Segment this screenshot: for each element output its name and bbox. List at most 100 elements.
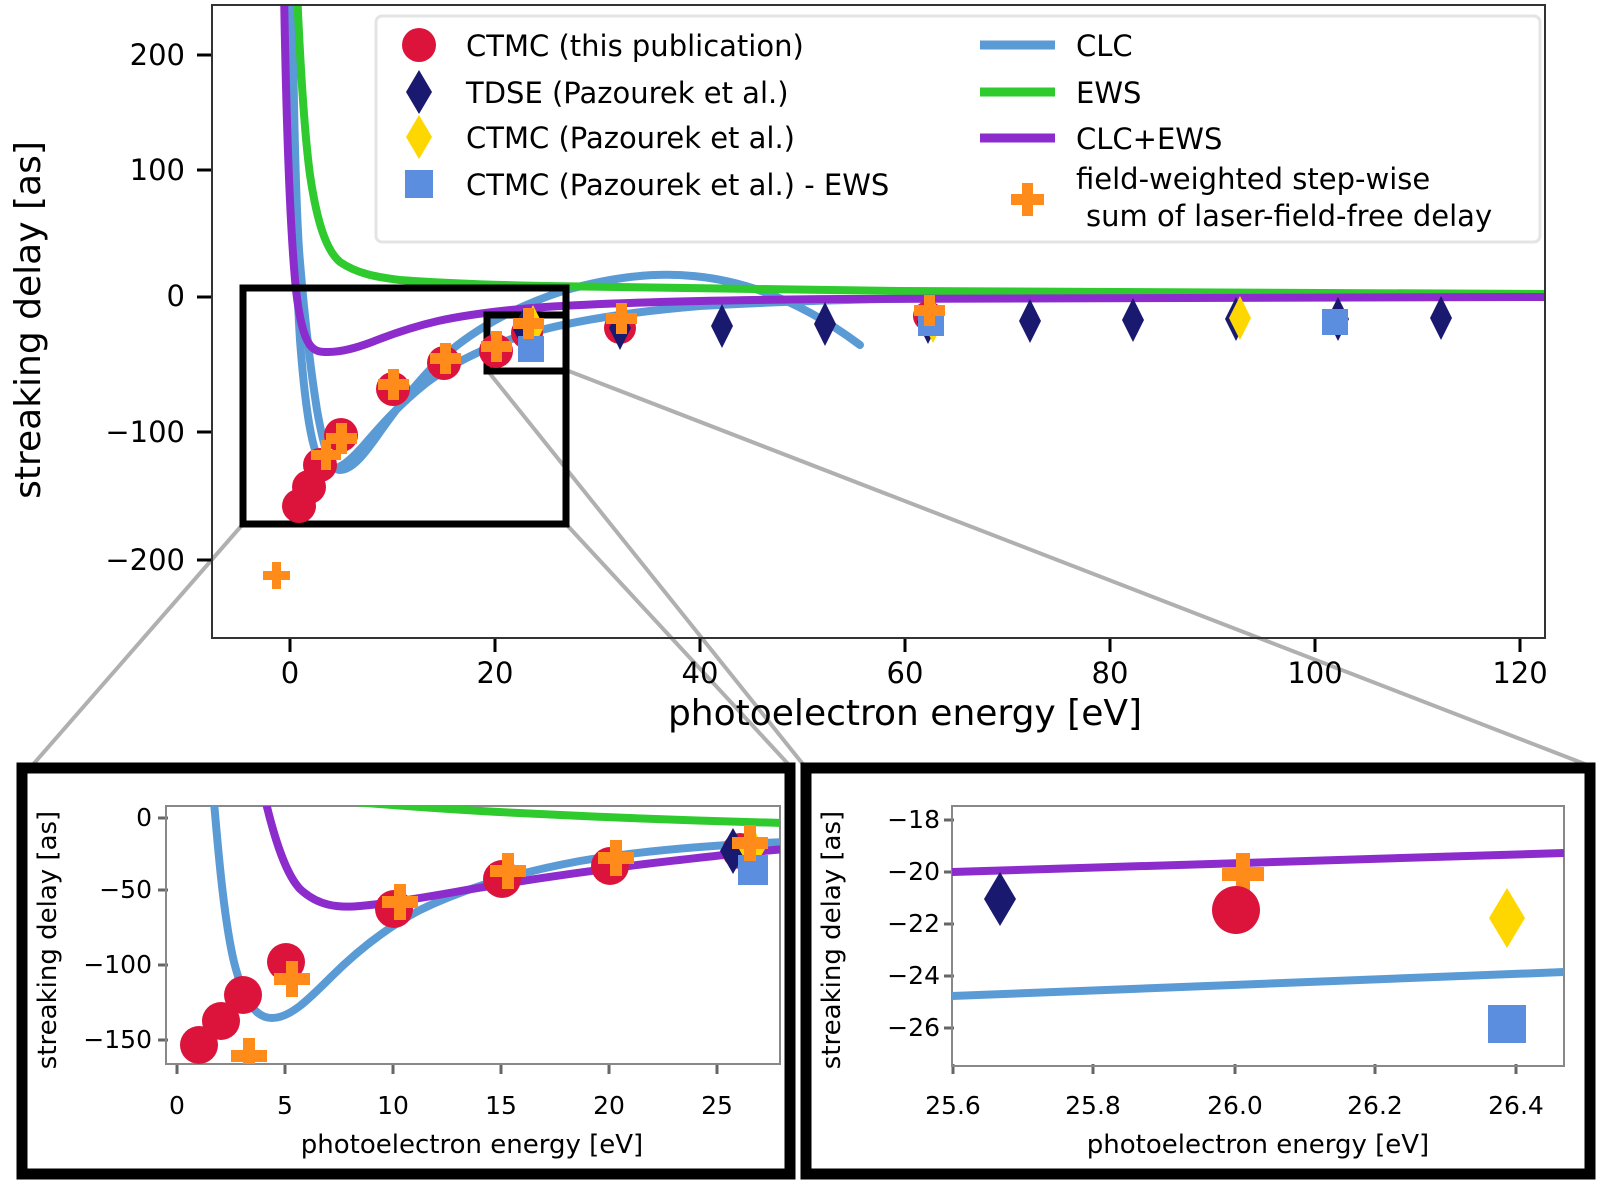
inset-right-xtick-0: 25.6 [925,1091,981,1120]
main-xtick-3: 60 [887,656,924,690]
inset-right-ytick-4: −26 [887,1013,940,1042]
inset-right-marker-ctmc-ews-square [1488,1005,1526,1043]
inset-right-ytick-3: −24 [887,961,940,990]
marker-plus [311,440,341,470]
legend-label-ctmc-this: CTMC (this publication) [466,29,804,63]
inset-left-marker-ctmc-red [202,1002,240,1040]
legend-marker-plus-icon [1011,183,1044,216]
inset-left-curve-clcews [262,806,780,911]
inset-left-xlabel: photoelectron energy [eV] [301,1130,643,1160]
inset-left-xtick-5: 25 [701,1091,733,1120]
marker-tdse-navy [1019,299,1041,343]
marker-plus [430,343,461,374]
inset-left-ylabel: streaking delay [as] [33,811,63,1069]
marker-plus [263,562,290,589]
inset-left-ytick-1: −50 [99,875,152,904]
main-tickmarks [197,53,1522,652]
legend-box [374,14,1542,244]
marker-plus-group [263,295,945,589]
inset-left-content [180,806,780,1064]
inset-left-marker-ctmc-red [224,976,262,1014]
marker-plus [326,423,357,454]
inset-left-xtick-4: 20 [593,1091,625,1120]
inset-left-panel: streaking delay [as] photoelectron energ… [16,762,796,1180]
legend: CTMC (this publication) TDSE (Pazourek e… [374,14,1542,244]
main-xtick-6: 120 [1492,656,1547,690]
inset-right-ytick-0: −18 [887,805,940,834]
main-xtick-1: 20 [477,656,514,690]
inset-left-ytick-0: 0 [136,803,152,832]
main-ytick-4: −200 [105,543,185,577]
inset-left-marker-plus [598,840,634,876]
connector-left-1 [28,522,245,770]
marker-tdse-navy [814,302,836,346]
inset-left-marker-plus [732,825,768,861]
main-ytick-3: −100 [105,415,185,449]
inset-left-marker-ctmc-red [180,1026,218,1064]
main-ylabel: streaking delay [as] [8,141,49,499]
inset-right-xlabel: photoelectron energy [eV] [1087,1130,1429,1160]
marker-tdse-navy [1122,298,1144,342]
main-xtick-5: 100 [1287,656,1342,690]
legend-marker-square-icon [405,170,433,198]
inset-left-marker-plus [231,1038,267,1064]
inset-right-outer-frame [800,762,1596,1180]
inset-left-marker-plus [382,884,418,920]
main-ytick-2: 0 [167,279,185,313]
inset-left-xtick-3: 15 [485,1091,517,1120]
inset-right-plot-frame [951,805,1565,1067]
marker-plus [914,295,945,326]
connector-left-2 [564,522,792,768]
inset-right-marker-tdse-navy [984,872,1016,926]
inset-right-panel: streaking delay [as] photoelectron energ… [800,762,1596,1180]
inset-left-xtick-2: 10 [377,1091,409,1120]
marker-plus [513,308,544,339]
legend-marker-diamond-navy-icon [406,70,432,114]
legend-label-clcews: CLC+EWS [1076,122,1222,156]
marker-ctmc-gold [1229,296,1251,340]
marker-plus [378,369,409,400]
inset-left-ytick-3: −150 [83,1025,152,1054]
legend-marker-circle-icon [402,28,436,62]
inset-left-plot-frame [165,805,781,1065]
inset-left-marker-plus [274,961,310,997]
inset-right-xtick-4: 26.4 [1488,1091,1544,1120]
main-markers [263,295,1452,589]
marker-tdse-navy [1430,296,1452,340]
legend-marker-diamond-gold-icon [406,115,432,159]
inset-right-ylabel: streaking delay [as] [817,811,847,1069]
inset-right-line-clcews [952,849,1564,876]
legend-label-clc: CLC [1076,29,1133,63]
zoom-connectors [28,368,1591,770]
inset-right-marker-plus [1222,853,1264,895]
inset-right-xtick-3: 26.2 [1347,1091,1403,1120]
inset-right-xtick-2: 26.0 [1207,1091,1263,1120]
legend-label-ctmc-paz: CTMC (Pazourek et al.) [466,121,795,155]
legend-label-tdse: TDSE (Pazourek et al.) [465,76,789,110]
legend-label-ews: EWS [1076,76,1141,110]
inset-right-line-clc [952,968,1564,1000]
zoombox-left-inset [239,284,570,528]
inset-right-marker-ctmc-gold [1489,888,1525,948]
inset-right-xtick-1: 25.8 [1065,1091,1121,1120]
main-xtick-4: 80 [1092,656,1129,690]
marker-ctmc-ews-square [1322,309,1348,335]
inset-right-content [952,849,1564,1043]
inset-right-marker-ctmc-red [1212,886,1260,934]
main-ytick-1: 100 [130,153,185,187]
legend-label-fieldweighted-2: sum of laser-field-free delay [1086,199,1492,233]
inset-left-ytick-2: −100 [83,950,152,979]
marker-ctmc-ews-square [518,336,544,362]
main-ytick-0: 200 [130,38,185,72]
marker-tdse-navy [711,304,733,348]
legend-label-ctmc-paz-ews: CTMC (Pazourek et al.) - EWS [466,168,889,202]
legend-label-fieldweighted-1: field-weighted step-wise [1076,162,1430,196]
main-xtick-2: 40 [682,656,719,690]
inset-right-ytick-2: −22 [887,909,940,938]
main-panel: streaking delay [as] photoelectron energ… [8,4,1548,734]
inset-left-xtick-1: 5 [277,1091,293,1120]
connector-right-2 [565,368,1591,768]
inset-right-ytick-1: −20 [887,857,940,886]
